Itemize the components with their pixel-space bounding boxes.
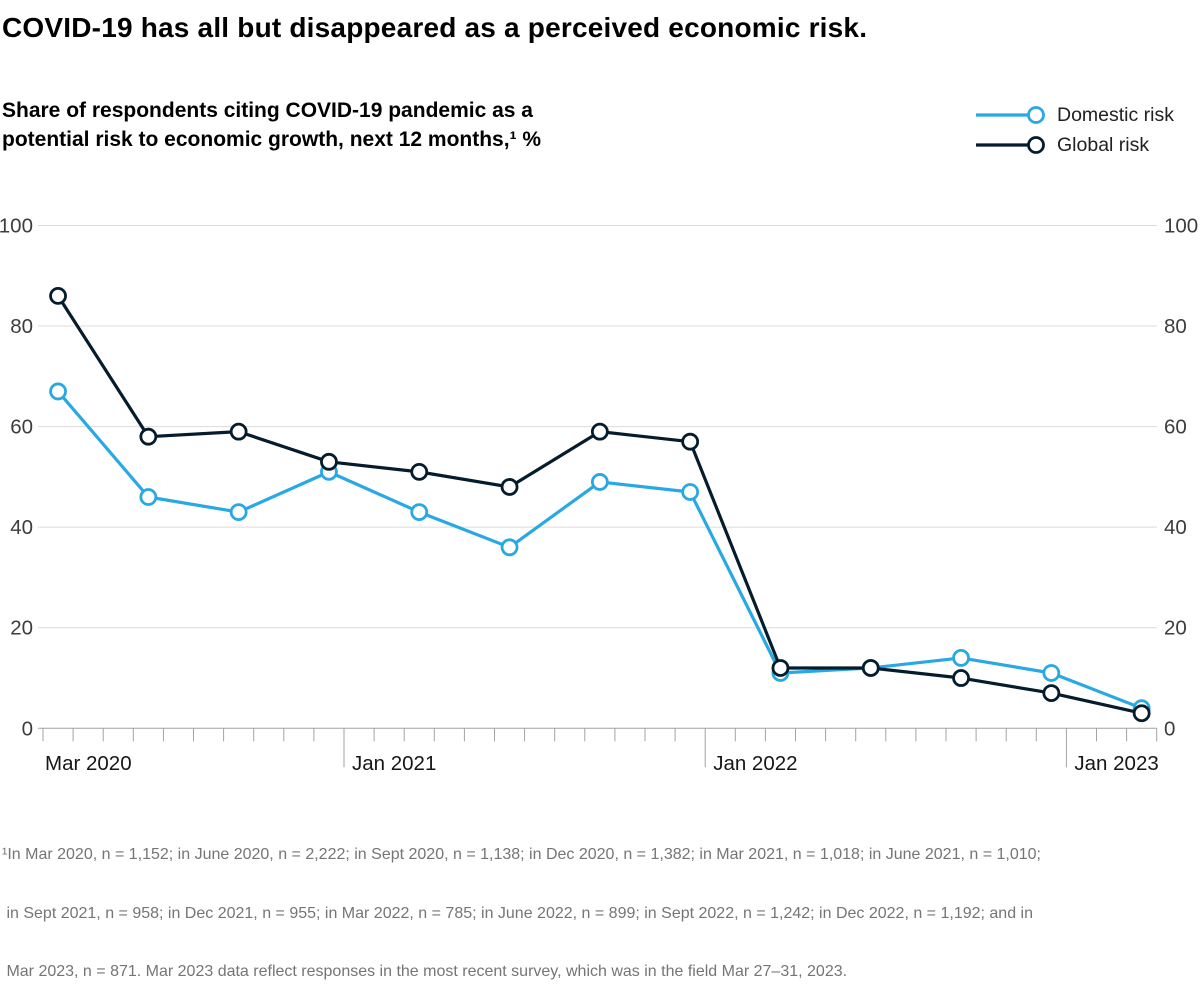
legend-label-domestic-risk: Domestic risk — [1057, 103, 1175, 126]
y-axis-tick-label-right: 60 — [1164, 416, 1187, 439]
global-risk-data-point-marker — [500, 478, 519, 496]
legend-label-global-risk: Global risk — [1057, 133, 1150, 156]
domestic-risk-data-point-marker — [229, 503, 248, 521]
chart-subtitle-line2: potential risk to economic growth, next … — [2, 128, 542, 151]
chart-subtitle-line1: Share of respondents citing COVID-19 pan… — [2, 99, 533, 122]
y-axis-tick-label-left: 20 — [10, 617, 33, 640]
page-title: COVID-19 has all but disappeared as a pe… — [2, 12, 868, 43]
line-chart: 0 0 20 20 40 40 60 60 80 80 100 100 Mar 2020 Jan 2021… — [0, 215, 1198, 776]
global-risk-data-point-marker — [139, 427, 158, 446]
y-axis-tick-label-right: 20 — [1164, 617, 1187, 640]
global-risk-data-point-marker — [590, 422, 609, 441]
domestic-risk-data-point-marker — [139, 488, 158, 506]
domestic-risk-data-point-marker — [410, 503, 429, 521]
global-risk-data-point-marker — [1132, 704, 1151, 723]
global-risk-line — [56, 295, 1142, 715]
y-axis-tick-label-left: 80 — [10, 315, 33, 338]
y-axis-tick-label-left: 60 — [10, 416, 33, 439]
global-risk-data-point-marker — [410, 462, 429, 481]
domestic-risk-data-point-marker — [49, 382, 67, 401]
y-axis-tick-label-right: 80 — [1164, 315, 1187, 338]
legend-line-domestic-icon — [976, 106, 1045, 124]
legend-item-global-risk: Global risk — [975, 130, 1195, 160]
x-axis-tick-label: Jan 2022 — [713, 752, 797, 775]
global-risk-data-point-marker — [1042, 684, 1061, 703]
domestic-risk-data-point-marker — [500, 538, 519, 557]
global-risk-data-point-marker — [320, 452, 338, 471]
footnote-line3: Mar 2023, n = 871. Mar 2023 data reflect… — [2, 963, 848, 980]
y-axis-tick-label-right: 0 — [1164, 717, 1175, 740]
domestic-risk-data-point-marker — [681, 483, 700, 501]
global-risk-data-point-marker — [49, 286, 67, 305]
chart-subtitle: Share of respondents citing COVID-19 pan… — [2, 96, 682, 154]
legend: Domestic risk Global risk — [975, 100, 1195, 160]
global-risk-data-point-marker — [229, 422, 248, 441]
y-axis-tick-label-right: 100 — [1164, 215, 1198, 238]
global-risk-data-point-marker — [681, 432, 700, 451]
footnote-line2: in Sept 2021, n = 958; in Dec 2021, n = … — [2, 904, 1033, 922]
domestic-risk-data-point-marker — [1042, 664, 1061, 682]
global-risk-data-point-marker — [952, 669, 970, 687]
y-axis-tick-label-right: 40 — [1164, 516, 1187, 539]
x-axis-tick-label: Jan 2021 — [352, 752, 436, 775]
legend-line-global-icon — [976, 136, 1045, 154]
footnote: ¹In Mar 2020, n = 1,152; in June 2020, n… — [2, 806, 1122, 1001]
legend-item-domestic-risk: Domestic risk — [975, 100, 1195, 130]
domestic-risk-data-point-marker — [590, 473, 609, 491]
y-axis-tick-label-left: 100 — [0, 215, 33, 238]
x-axis-tick-label: Jan 2023 — [1074, 752, 1158, 775]
global-risk-data-point-marker — [771, 659, 790, 677]
global-risk-data-point-marker — [861, 659, 880, 677]
y-axis-tick-label-left: 40 — [10, 516, 33, 539]
footnote-line1: ¹In Mar 2020, n = 1,152; in June 2020, n… — [2, 846, 1041, 863]
x-axis-tick-label: Mar 2020 — [45, 752, 132, 775]
y-axis-tick-label-left: 0 — [22, 717, 33, 740]
page-root: { "title": "COVID-19 has all but disappe… — [0, 12, 1199, 980]
domestic-risk-data-point-marker — [952, 649, 970, 667]
